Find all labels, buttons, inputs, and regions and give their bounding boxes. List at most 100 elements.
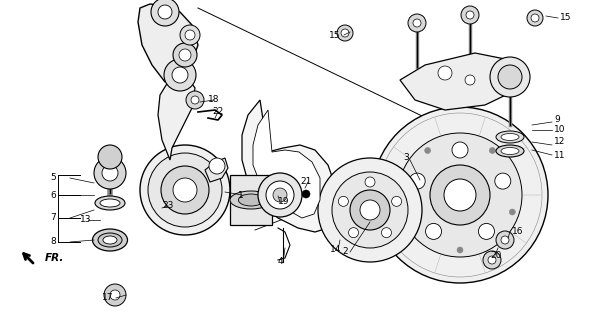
Text: 19: 19 bbox=[278, 197, 289, 206]
Text: 2: 2 bbox=[342, 247, 347, 257]
Circle shape bbox=[339, 196, 348, 206]
Circle shape bbox=[527, 10, 543, 26]
Circle shape bbox=[186, 91, 204, 109]
Circle shape bbox=[372, 107, 548, 283]
Text: 18: 18 bbox=[208, 95, 220, 105]
Circle shape bbox=[209, 158, 225, 174]
Circle shape bbox=[180, 25, 200, 45]
Circle shape bbox=[465, 75, 475, 85]
Circle shape bbox=[337, 25, 353, 41]
Ellipse shape bbox=[501, 148, 519, 155]
Circle shape bbox=[151, 0, 179, 26]
Bar bbox=[230, 175, 272, 225]
Circle shape bbox=[332, 172, 408, 248]
Ellipse shape bbox=[93, 229, 128, 251]
Ellipse shape bbox=[95, 196, 125, 210]
Text: 17: 17 bbox=[102, 293, 113, 302]
Polygon shape bbox=[145, 165, 208, 225]
Text: 5: 5 bbox=[50, 173, 56, 182]
Circle shape bbox=[350, 190, 390, 230]
Text: 23: 23 bbox=[162, 202, 173, 211]
Circle shape bbox=[318, 158, 422, 262]
Circle shape bbox=[501, 236, 509, 244]
Circle shape bbox=[444, 179, 476, 211]
Circle shape bbox=[98, 145, 122, 169]
Circle shape bbox=[191, 96, 199, 104]
Circle shape bbox=[148, 153, 222, 227]
Circle shape bbox=[104, 284, 126, 306]
Circle shape bbox=[488, 256, 496, 264]
Circle shape bbox=[391, 196, 402, 206]
Circle shape bbox=[302, 190, 310, 198]
Circle shape bbox=[102, 165, 118, 181]
Circle shape bbox=[425, 223, 441, 239]
Text: FR.: FR. bbox=[45, 253, 64, 263]
Circle shape bbox=[509, 209, 516, 215]
Text: 11: 11 bbox=[554, 150, 565, 159]
Circle shape bbox=[360, 200, 380, 220]
Circle shape bbox=[140, 145, 230, 235]
Polygon shape bbox=[138, 4, 198, 82]
Polygon shape bbox=[158, 75, 195, 160]
Polygon shape bbox=[400, 53, 515, 110]
Circle shape bbox=[457, 247, 463, 253]
Circle shape bbox=[185, 30, 195, 40]
Circle shape bbox=[495, 173, 511, 189]
Circle shape bbox=[341, 29, 349, 37]
Text: 20: 20 bbox=[490, 251, 501, 260]
Circle shape bbox=[173, 43, 197, 67]
Circle shape bbox=[258, 173, 302, 217]
Circle shape bbox=[498, 65, 522, 89]
Circle shape bbox=[172, 67, 188, 83]
Circle shape bbox=[173, 178, 197, 202]
Circle shape bbox=[531, 14, 539, 22]
Circle shape bbox=[110, 290, 120, 300]
Circle shape bbox=[430, 165, 490, 225]
Ellipse shape bbox=[103, 236, 117, 244]
Circle shape bbox=[164, 59, 196, 91]
Ellipse shape bbox=[496, 131, 524, 143]
Text: 15: 15 bbox=[328, 30, 340, 39]
Polygon shape bbox=[205, 158, 228, 182]
Circle shape bbox=[466, 11, 474, 19]
Circle shape bbox=[365, 177, 375, 187]
Text: 21: 21 bbox=[300, 178, 311, 187]
Text: 16: 16 bbox=[512, 228, 523, 236]
Circle shape bbox=[405, 209, 410, 215]
Circle shape bbox=[489, 148, 495, 154]
Text: 10: 10 bbox=[554, 125, 565, 134]
Ellipse shape bbox=[100, 199, 120, 207]
Circle shape bbox=[408, 14, 426, 32]
Circle shape bbox=[478, 223, 494, 239]
Circle shape bbox=[409, 173, 425, 189]
Circle shape bbox=[273, 188, 287, 202]
Circle shape bbox=[381, 228, 391, 238]
Text: 15: 15 bbox=[560, 13, 571, 22]
Text: 3: 3 bbox=[403, 154, 409, 163]
Text: 9: 9 bbox=[554, 116, 560, 124]
Ellipse shape bbox=[98, 233, 122, 247]
Text: 6: 6 bbox=[50, 190, 56, 199]
Circle shape bbox=[161, 166, 209, 214]
Ellipse shape bbox=[501, 133, 519, 140]
Circle shape bbox=[461, 6, 479, 24]
Circle shape bbox=[413, 19, 421, 27]
Text: 14: 14 bbox=[330, 245, 342, 254]
Text: 22: 22 bbox=[212, 108, 223, 116]
Polygon shape bbox=[253, 110, 320, 218]
Circle shape bbox=[496, 231, 514, 249]
Text: 8: 8 bbox=[50, 237, 56, 246]
Circle shape bbox=[349, 228, 359, 238]
Text: 7: 7 bbox=[50, 213, 56, 222]
Text: 12: 12 bbox=[554, 138, 565, 147]
Circle shape bbox=[490, 57, 530, 97]
Text: 1: 1 bbox=[238, 190, 244, 199]
Ellipse shape bbox=[496, 145, 524, 157]
Circle shape bbox=[425, 148, 431, 154]
Circle shape bbox=[452, 142, 468, 158]
Ellipse shape bbox=[238, 194, 264, 206]
Text: 13: 13 bbox=[80, 215, 91, 225]
Circle shape bbox=[438, 66, 452, 80]
Circle shape bbox=[94, 157, 126, 189]
Polygon shape bbox=[242, 100, 335, 232]
